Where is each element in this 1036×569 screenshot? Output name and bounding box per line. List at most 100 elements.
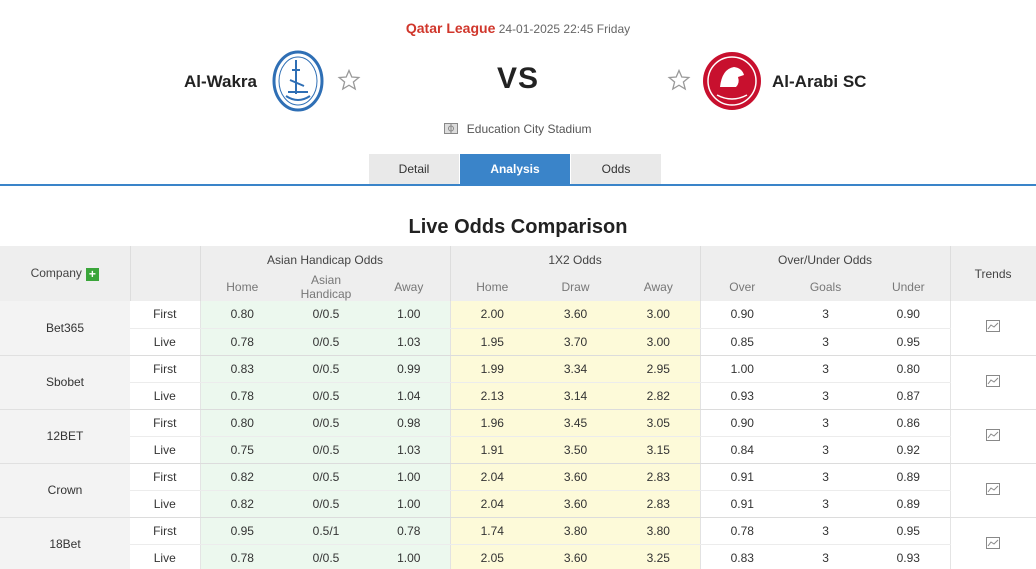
x12-draw-odds: 3.80 xyxy=(534,517,618,545)
ah-home-odds: 0.95 xyxy=(200,517,284,545)
ou-goals: 3 xyxy=(784,301,868,329)
table-row: 12BET First 0.80 0/0.5 0.98 1.96 3.45 3.… xyxy=(0,409,1036,464)
stadium-line: Education City Stadium xyxy=(0,122,1036,136)
x12-away-odds: 3.00 xyxy=(617,328,701,356)
trends-header: Trends xyxy=(949,246,1036,301)
ah-home-odds: 0.82 xyxy=(200,463,284,491)
trend-cell xyxy=(949,409,1036,464)
ah-handicap: 0/0.5 xyxy=(284,490,368,518)
row-type: First xyxy=(130,409,201,437)
ah-handicap: 0/0.5 xyxy=(284,436,368,464)
table-row: Live 0.78 0/0.5 1.04 2.13 3.14 2.82 0.93… xyxy=(0,382,1036,410)
ah-away-odds: 1.00 xyxy=(368,490,451,518)
ah-home-odds: 0.78 xyxy=(200,328,284,356)
away-team-name[interactable]: Al-Arabi SC xyxy=(772,72,867,91)
ou-under-odds: 0.93 xyxy=(867,544,951,569)
ah-handicap: 0/0.5 xyxy=(284,328,368,356)
home-team-name[interactable]: Al-Wakra xyxy=(183,72,257,91)
ah-home-odds: 0.78 xyxy=(200,382,284,410)
company-name[interactable]: Sbobet xyxy=(0,355,130,410)
x12-home-odds: 2.04 xyxy=(450,463,535,491)
company-name[interactable]: 12BET xyxy=(0,409,130,464)
ou-goals: 3 xyxy=(784,490,868,518)
x12-draw-odds: 3.60 xyxy=(534,463,618,491)
ah-handicap: 0/0.5 xyxy=(284,355,368,383)
ou-goals-header: Goals xyxy=(784,273,868,301)
ah-away-odds: 0.99 xyxy=(368,355,451,383)
ah-home-odds: 0.78 xyxy=(200,544,284,569)
row-type: First xyxy=(130,301,201,329)
table-row: Bet365 First 0.80 0/0.5 1.00 2.00 3.60 3… xyxy=(0,301,1036,356)
tab-odds[interactable]: Odds xyxy=(571,154,661,185)
match-datetime: 24-01-2025 22:45 Friday xyxy=(498,22,631,36)
trend-cell xyxy=(949,301,1036,356)
add-company-plus-icon[interactable]: + xyxy=(85,268,99,281)
x12-draw-odds: 3.60 xyxy=(534,301,618,329)
x12-away-odds: 3.80 xyxy=(617,517,701,545)
favorite-home-star-icon[interactable] xyxy=(337,68,361,92)
stadium-name: Education City Stadium xyxy=(466,122,592,136)
tab-detail[interactable]: Detail xyxy=(369,154,459,185)
ou-under-odds: 0.87 xyxy=(867,382,951,410)
ah-away-odds: 1.00 xyxy=(368,544,451,569)
x12-home-odds: 1.95 xyxy=(450,328,535,356)
row-type: Live xyxy=(130,544,201,569)
ah-handicap: 0.5/1 xyxy=(284,517,368,545)
x12-draw-odds: 3.14 xyxy=(534,382,618,410)
ah-handicap: 0/0.5 xyxy=(284,301,368,329)
ou-over-odds: 0.93 xyxy=(700,382,785,410)
company-header-label: Company xyxy=(30,266,82,280)
ou-group-header: Over/Under Odds xyxy=(700,246,951,273)
ah-away-odds: 1.00 xyxy=(368,463,451,491)
x12-home-odds: 1.91 xyxy=(450,436,535,464)
league-name[interactable]: Qatar League xyxy=(405,20,496,36)
ou-goals: 3 xyxy=(784,517,868,545)
x12-home-odds: 2.04 xyxy=(450,490,535,518)
tab-analysis[interactable]: Analysis xyxy=(460,154,570,185)
trend-cell xyxy=(949,463,1036,518)
company-name[interactable]: 18Bet xyxy=(0,517,130,569)
ah-home-odds: 0.82 xyxy=(200,490,284,518)
ah-handicap: 0/0.5 xyxy=(284,382,368,410)
trend-chart-icon[interactable] xyxy=(986,482,1001,495)
ou-over-odds: 0.90 xyxy=(700,301,785,329)
ou-over-header: Over xyxy=(700,273,785,301)
x12-away-odds: 2.83 xyxy=(617,463,701,491)
favorite-away-star-icon[interactable] xyxy=(667,68,691,92)
x12-home-odds: 1.74 xyxy=(450,517,535,545)
company-name[interactable]: Crown xyxy=(0,463,130,518)
trend-chart-icon[interactable] xyxy=(986,320,1001,333)
x12-home-header: Home xyxy=(450,273,535,301)
row-type: Live xyxy=(130,328,201,356)
trend-chart-icon[interactable] xyxy=(986,374,1001,387)
ou-goals: 3 xyxy=(784,409,868,437)
table-row: Live 0.82 0/0.5 1.00 2.04 3.60 2.83 0.91… xyxy=(0,490,1036,518)
company-header: Company + xyxy=(0,246,131,301)
trend-chart-icon[interactable] xyxy=(986,428,1001,441)
ah-home-odds: 0.80 xyxy=(200,409,284,437)
home-team-logo[interactable] xyxy=(272,50,324,112)
ah-away-odds: 1.04 xyxy=(368,382,451,410)
table-row: Live 0.75 0/0.5 1.03 1.91 3.50 3.15 0.84… xyxy=(0,436,1036,464)
table-row: Sbobet First 0.83 0/0.5 0.99 1.99 3.34 2… xyxy=(0,355,1036,410)
x12-home-odds: 1.96 xyxy=(450,409,535,437)
x12-group-header: 1X2 Odds xyxy=(450,246,701,273)
ah-home-odds: 0.75 xyxy=(200,436,284,464)
ou-goals: 3 xyxy=(784,436,868,464)
x12-draw-odds: 3.60 xyxy=(534,544,618,569)
ou-over-odds: 0.78 xyxy=(700,517,785,545)
company-name[interactable]: Bet365 xyxy=(0,301,130,356)
x12-draw-odds: 3.70 xyxy=(534,328,618,356)
ou-over-odds: 0.90 xyxy=(700,409,785,437)
away-team-logo[interactable] xyxy=(702,51,762,111)
x12-draw-odds: 3.60 xyxy=(534,490,618,518)
row-type: Live xyxy=(130,490,201,518)
row-type: First xyxy=(130,463,201,491)
ou-goals: 3 xyxy=(784,355,868,383)
ah-away-odds: 0.98 xyxy=(368,409,451,437)
table-row: Live 0.78 0/0.5 1.03 1.95 3.70 3.00 0.85… xyxy=(0,328,1036,356)
ah-away-odds: 0.78 xyxy=(368,517,451,545)
trend-chart-icon[interactable] xyxy=(986,536,1001,549)
table-row: Live 0.78 0/0.5 1.00 2.05 3.60 3.25 0.83… xyxy=(0,544,1036,569)
ah-handicap: 0/0.5 xyxy=(284,544,368,569)
